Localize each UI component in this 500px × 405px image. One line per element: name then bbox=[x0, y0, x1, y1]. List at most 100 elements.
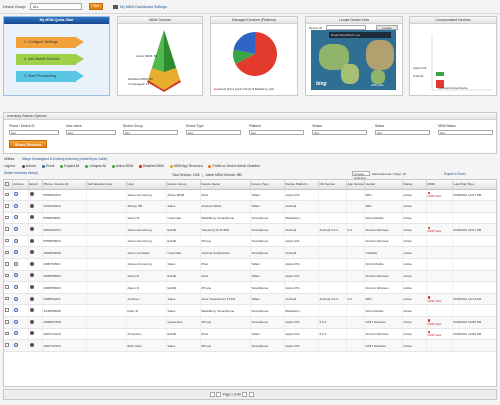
column-header[interactable]: Phone / Device ID bbox=[42, 180, 87, 190]
search-icon[interactable] bbox=[13, 296, 18, 301]
search-icon[interactable] bbox=[13, 308, 18, 313]
cell-enroll[interactable] bbox=[28, 200, 43, 213]
gear-icon[interactable] bbox=[29, 343, 34, 348]
row-checkbox[interactable] bbox=[5, 215, 9, 220]
show-devices-button[interactable]: Show Devices bbox=[9, 140, 47, 148]
column-header[interactable]: Device Name bbox=[200, 180, 251, 190]
search-icon[interactable] bbox=[13, 192, 18, 197]
cell-actions[interactable] bbox=[12, 328, 29, 341]
cell-enroll[interactable] bbox=[28, 281, 43, 294]
device-type-filter[interactable]: ALL bbox=[186, 130, 241, 135]
gear-icon[interactable] bbox=[29, 296, 34, 301]
row-checkbox[interactable] bbox=[5, 285, 9, 289]
table-row[interactable]: 5555551003 James Armstrong Active MDM iPad T… bbox=[4, 189, 496, 202]
mdm-status-filter[interactable]: ALL bbox=[438, 130, 493, 135]
dashboard-settings-link[interactable]: My MDM Dashboard Settings bbox=[113, 5, 167, 9]
cell-select[interactable] bbox=[4, 293, 13, 306]
cell-select[interactable] bbox=[4, 200, 13, 213]
row-checkbox[interactable] bbox=[5, 331, 9, 336]
table-row[interactable]: 4685687328 Quarantine iPhone Smartphone Appl… bbox=[4, 316, 496, 329]
cell-actions[interactable] bbox=[12, 200, 29, 213]
cell-select[interactable] bbox=[4, 270, 13, 283]
cell-enroll[interactable] bbox=[28, 270, 43, 283]
search-icon[interactable] bbox=[13, 238, 18, 243]
table-row[interactable]: 4665550008 Aaron Gonzales Corporate Android… bbox=[4, 246, 496, 260]
search-icon[interactable] bbox=[13, 203, 18, 208]
cell-actions[interactable] bbox=[12, 258, 29, 271]
table-row[interactable]: 3445550008 Ruby R Sales BlackBerry Smartpho… bbox=[4, 304, 496, 318]
cell-select[interactable] bbox=[4, 281, 13, 294]
locate-button[interactable]: Locate bbox=[376, 25, 398, 30]
column-header[interactable]: Enroll bbox=[28, 180, 43, 190]
cell-enroll[interactable] bbox=[28, 246, 43, 260]
row-checkbox[interactable] bbox=[5, 296, 9, 301]
cell-select[interactable] bbox=[4, 328, 13, 341]
records-per-page[interactable]: Show Records / Page: 15 bbox=[372, 172, 407, 176]
cell-actions[interactable] bbox=[12, 246, 29, 260]
gear-icon[interactable] bbox=[29, 331, 34, 336]
gear-icon[interactable] bbox=[29, 285, 34, 290]
gear-icon[interactable] bbox=[29, 273, 34, 278]
cell-actions[interactable] bbox=[12, 316, 29, 329]
column-header[interactable]: Self Enrolled User bbox=[86, 180, 127, 190]
search-icon[interactable] bbox=[13, 227, 18, 232]
cell-select[interactable] bbox=[4, 223, 13, 236]
search-icon[interactable] bbox=[13, 319, 18, 324]
row-checkbox[interactable] bbox=[5, 308, 9, 312]
row-checkbox[interactable] bbox=[5, 320, 9, 324]
device-group-select[interactable]: ALL bbox=[30, 3, 82, 10]
row-checkbox[interactable] bbox=[5, 343, 9, 347]
cell-enroll[interactable] bbox=[28, 223, 43, 236]
cell-actions[interactable] bbox=[12, 212, 29, 225]
cell-select[interactable] bbox=[4, 189, 13, 202]
cell-actions[interactable] bbox=[12, 270, 29, 283]
cell-enroll[interactable] bbox=[28, 316, 43, 329]
row-checkbox[interactable] bbox=[5, 250, 9, 255]
row-checkbox[interactable] bbox=[5, 192, 9, 197]
table-row[interactable]: 5555550003 James Armstrong E1100 iPhone Smar… bbox=[4, 235, 496, 248]
table-row[interactable]: 4687722164 Barb Vieru Sales iPhone Smartphon… bbox=[4, 339, 496, 352]
search-icon[interactable] bbox=[13, 250, 18, 255]
cell-actions[interactable] bbox=[12, 304, 29, 318]
start-provisioning-step[interactable]: 3. Start Provisioning bbox=[16, 71, 84, 82]
table-row[interactable]: 4687714416 Al Gordon E1100 iPad Tablet Apple … bbox=[4, 328, 496, 341]
cell-enroll[interactable] bbox=[28, 235, 43, 248]
column-header[interactable]: User bbox=[126, 180, 167, 190]
choose-columns-select[interactable]: Choose Columns bbox=[352, 171, 370, 180]
column-header[interactable]: OS Version bbox=[318, 180, 347, 190]
cell-enroll[interactable] bbox=[28, 258, 43, 271]
cell-select[interactable] bbox=[4, 212, 13, 225]
row-checkbox[interactable] bbox=[5, 227, 9, 231]
cell-select[interactable] bbox=[4, 339, 13, 352]
go-button[interactable]: Go bbox=[89, 3, 103, 10]
cell-enroll[interactable] bbox=[28, 189, 43, 202]
search-icon[interactable] bbox=[13, 285, 18, 290]
column-header[interactable]: Vendor bbox=[364, 180, 403, 190]
last-page-button[interactable] bbox=[249, 392, 255, 397]
column-header[interactable]: Device Type bbox=[250, 180, 285, 190]
cell-actions[interactable] bbox=[12, 293, 29, 306]
cell-enroll[interactable] bbox=[28, 304, 43, 318]
cell-select[interactable] bbox=[4, 258, 13, 271]
column-header[interactable]: Device Platform bbox=[284, 180, 319, 190]
device-id-input[interactable] bbox=[326, 25, 366, 30]
column-header[interactable]: Last Ping Time bbox=[452, 180, 496, 190]
cell-enroll[interactable] bbox=[28, 339, 43, 352]
status-filter[interactable]: ALL bbox=[375, 130, 430, 135]
row-checkbox[interactable] bbox=[5, 238, 9, 243]
gear-icon[interactable] bbox=[29, 227, 34, 232]
table-row[interactable]: 4685555002 Aaron R E1100 iPad Tablet Apple iO… bbox=[4, 270, 496, 283]
column-header[interactable] bbox=[4, 180, 13, 190]
search-icon[interactable] bbox=[13, 331, 18, 336]
export-excel-link[interactable]: Export to Excel bbox=[444, 172, 466, 176]
gear-icon[interactable] bbox=[29, 308, 34, 313]
cell-actions[interactable] bbox=[12, 339, 29, 352]
gear-icon[interactable] bbox=[29, 215, 34, 220]
cell-enroll[interactable] bbox=[28, 212, 43, 225]
table-row[interactable]: 3333332222 Sidney HB Sales Android Tablet Ta… bbox=[4, 200, 496, 213]
username-input[interactable]: ALL bbox=[66, 130, 116, 135]
search-icon[interactable] bbox=[13, 343, 18, 348]
row-checkbox[interactable] bbox=[5, 204, 9, 208]
table-row[interactable]: 5555550001 Aaron W Corporate BlackBerry Sma… bbox=[4, 212, 496, 225]
table-row[interactable]: 4664436754 James Armstrong E1100 Samsung SC… bbox=[4, 223, 496, 236]
